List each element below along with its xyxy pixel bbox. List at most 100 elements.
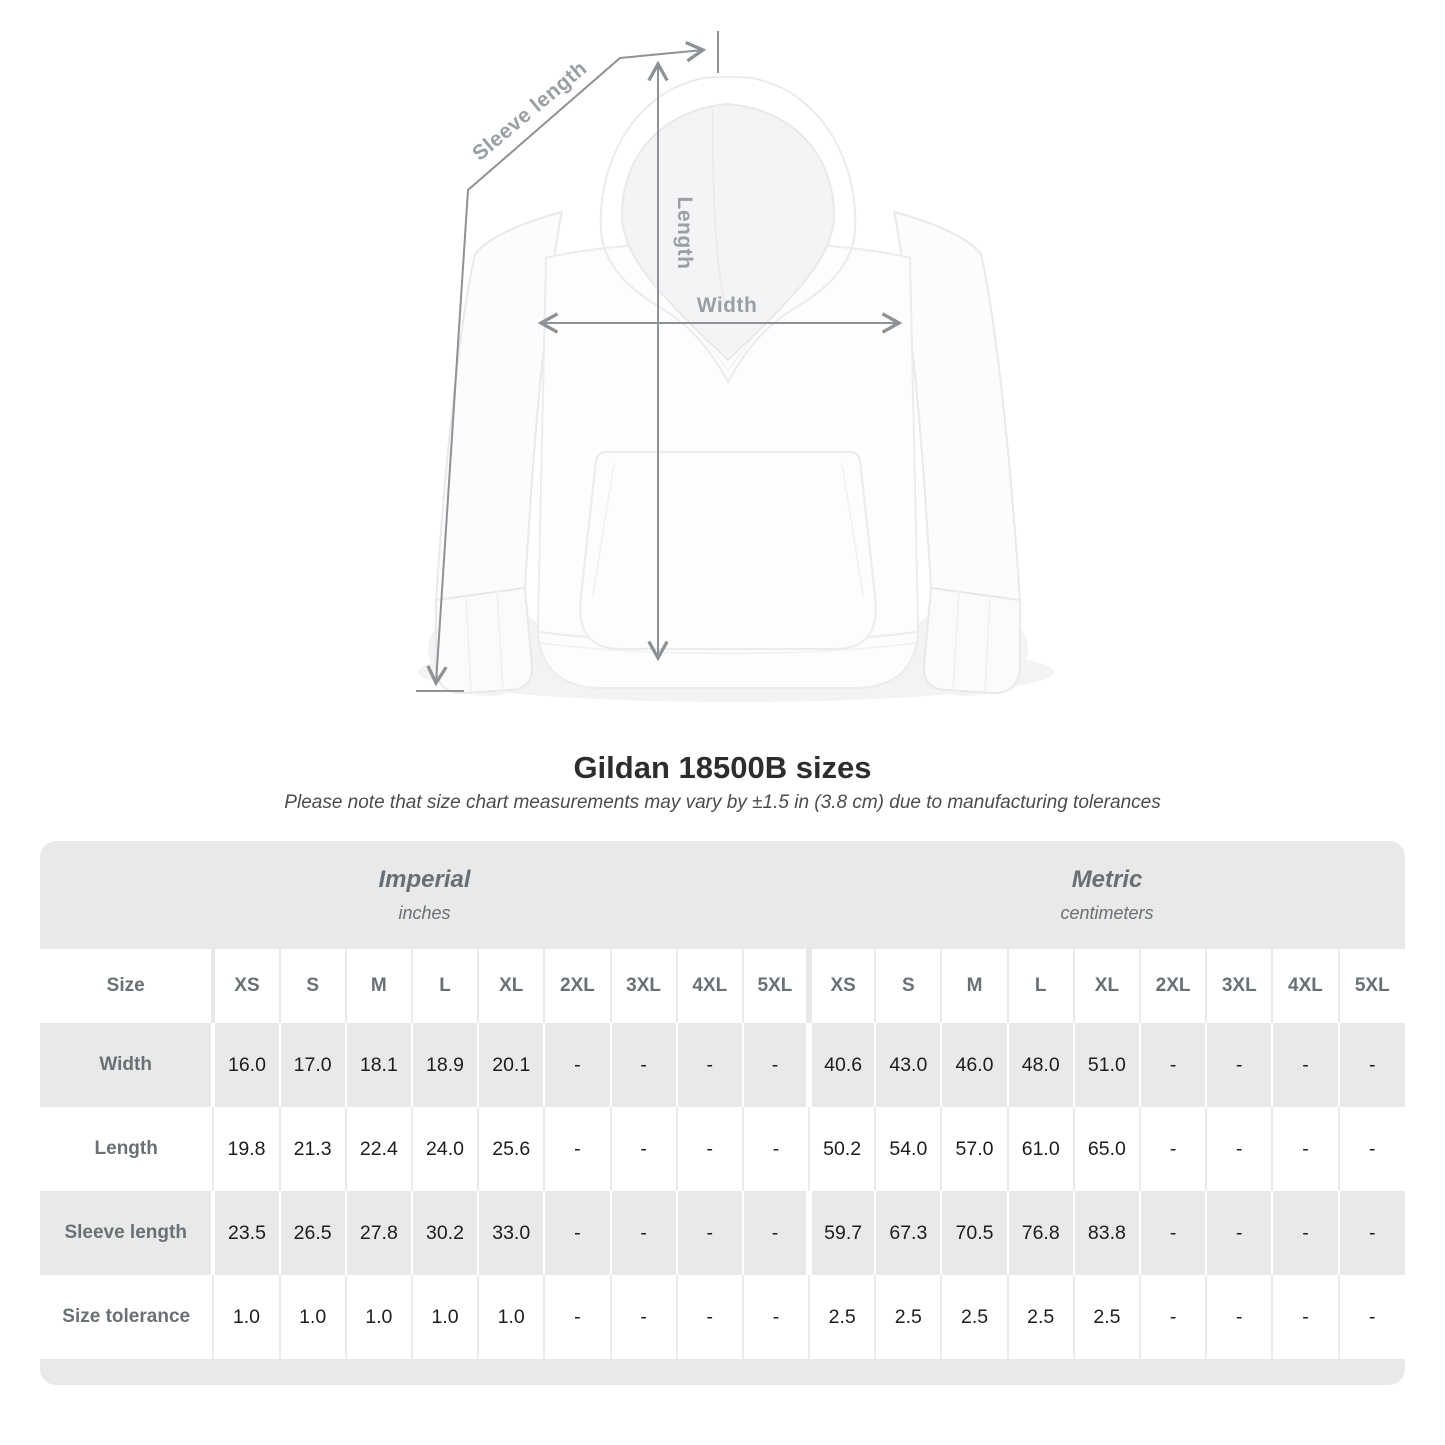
value-cell: - <box>543 1107 611 1191</box>
sleeve-length-arrow <box>426 40 707 687</box>
size-col-header: 2XL <box>543 949 611 1023</box>
value-cell: 18.1 <box>344 1023 412 1107</box>
metric-title: Metric <box>1071 866 1143 893</box>
value-cell: - <box>1205 1023 1273 1107</box>
value-cell: 51.0 <box>1072 1023 1140 1107</box>
size-col-header: 3XL <box>609 949 677 1023</box>
value-cell: - <box>609 1191 677 1275</box>
size-col-header: 5XL <box>1337 949 1405 1023</box>
value-cell: 30.2 <box>410 1191 479 1275</box>
size-col-header: XL <box>1072 949 1140 1023</box>
hoodie-diagram: Sleeve length Length Width <box>416 31 1054 702</box>
value-cell: - <box>1138 1107 1207 1191</box>
imperial-band: Imperial inches <box>40 841 810 949</box>
value-cell: - <box>543 1275 611 1359</box>
size-col-header: M <box>940 949 1008 1023</box>
value-cell: - <box>1337 1023 1405 1107</box>
sleeve-length-label: Sleeve length <box>468 57 591 166</box>
value-cell: - <box>741 1275 810 1359</box>
hoodie-image <box>435 76 1021 695</box>
value-cell: - <box>609 1275 677 1359</box>
size-table-card: Imperial inches Metric centimeters Size … <box>40 841 1405 1385</box>
value-cell: - <box>1205 1107 1273 1191</box>
value-cell: 40.6 <box>806 1023 876 1107</box>
value-cell: - <box>1271 1191 1339 1275</box>
size-col-header: 4XL <box>675 949 743 1023</box>
value-cell: - <box>1138 1191 1207 1275</box>
table-body: Width 16.0 17.0 18.1 18.9 20.1- - - -40.6 43.0 46.… <box>40 1023 1405 1359</box>
value-cell: - <box>1271 1275 1339 1359</box>
value-cell: 23.5 <box>211 1191 280 1275</box>
value-cell: 57.0 <box>940 1107 1008 1191</box>
size-col-header: 5XL <box>741 949 810 1023</box>
size-col-header: XS <box>211 949 280 1023</box>
value-cell: 1.0 <box>344 1275 412 1359</box>
width-label: Width <box>697 294 758 317</box>
value-cell: - <box>1337 1107 1405 1191</box>
size-col-header: XS <box>806 949 876 1023</box>
value-cell: 2.5 <box>940 1275 1008 1359</box>
tolerance-note: Please note that size chart measurements… <box>284 792 1161 813</box>
value-cell: 16.0 <box>211 1023 280 1107</box>
value-cell: 18.9 <box>410 1023 479 1107</box>
size-col-header: 4XL <box>1271 949 1339 1023</box>
value-cell: 2.5 <box>808 1275 876 1359</box>
value-cell: 19.8 <box>212 1107 280 1191</box>
value-cell: 1.0 <box>212 1275 280 1359</box>
size-label: Size <box>40 949 214 1023</box>
table-row: Length 19.8 21.3 22.4 24.0 25.6- - - -50.2 54.0 57… <box>40 1107 1405 1191</box>
size-col-header: 3XL <box>1205 949 1273 1023</box>
value-cell: - <box>609 1107 677 1191</box>
value-cell: 26.5 <box>278 1191 346 1275</box>
value-cell: - <box>675 1023 743 1107</box>
size-col-header: L <box>1006 949 1074 1023</box>
value-cell: 1.0 <box>278 1275 346 1359</box>
value-cell: 70.5 <box>940 1191 1008 1275</box>
value-cell: 54.0 <box>874 1107 942 1191</box>
value-cell: - <box>675 1191 743 1275</box>
value-cell: - <box>1271 1107 1339 1191</box>
table-row: Size tolerance 1.0 1.0 1.0 1.0 1.0- - - -2.5 2.5 2… <box>40 1275 1405 1359</box>
value-cell: 61.0 <box>1006 1107 1074 1191</box>
value-cell: 27.8 <box>344 1191 412 1275</box>
footer-band <box>40 1359 1405 1385</box>
value-cell: 2.5 <box>1006 1275 1074 1359</box>
table-row: Width 16.0 17.0 18.1 18.9 20.1- - - -40.6 43.0 46.… <box>40 1023 1405 1107</box>
value-cell: 1.0 <box>477 1275 545 1359</box>
value-cell: - <box>675 1107 743 1191</box>
value-cell: - <box>543 1023 611 1107</box>
metric-band: Metric centimeters <box>809 841 1405 949</box>
size-table: Imperial inches Metric centimeters Size … <box>40 841 1405 1385</box>
value-cell: 2.5 <box>874 1275 942 1359</box>
value-cell: 48.0 <box>1006 1023 1074 1107</box>
value-cell: 59.7 <box>806 1191 876 1275</box>
size-col-header: M <box>344 949 412 1023</box>
length-label: Length <box>673 197 696 270</box>
value-cell: 67.3 <box>874 1191 942 1275</box>
value-cell: 25.6 <box>477 1107 545 1191</box>
imperial-title: Imperial <box>378 866 471 893</box>
value-cell: 50.2 <box>808 1107 876 1191</box>
value-cell: - <box>1271 1023 1339 1107</box>
row-label: Size tolerance <box>40 1275 214 1359</box>
value-cell: - <box>1337 1191 1405 1275</box>
value-cell: - <box>1337 1275 1405 1359</box>
value-cell: - <box>609 1023 677 1107</box>
value-cell: 2.5 <box>1072 1275 1140 1359</box>
value-cell: - <box>741 1191 810 1275</box>
value-cell: 17.0 <box>278 1023 346 1107</box>
row-label: Sleeve length <box>40 1191 214 1275</box>
imperial-unit: inches <box>398 903 451 923</box>
size-col-header: S <box>278 949 346 1023</box>
size-col-header: L <box>410 949 479 1023</box>
value-cell: 1.0 <box>410 1275 479 1359</box>
page-title: Gildan 18500B sizes <box>573 750 872 785</box>
value-cell: 20.1 <box>477 1023 545 1107</box>
metric-unit: centimeters <box>1060 903 1154 923</box>
value-cell: 83.8 <box>1072 1191 1140 1275</box>
value-cell: 33.0 <box>477 1191 545 1275</box>
value-cell: - <box>1205 1191 1273 1275</box>
value-cell: - <box>1138 1023 1207 1107</box>
value-cell: 43.0 <box>874 1023 942 1107</box>
